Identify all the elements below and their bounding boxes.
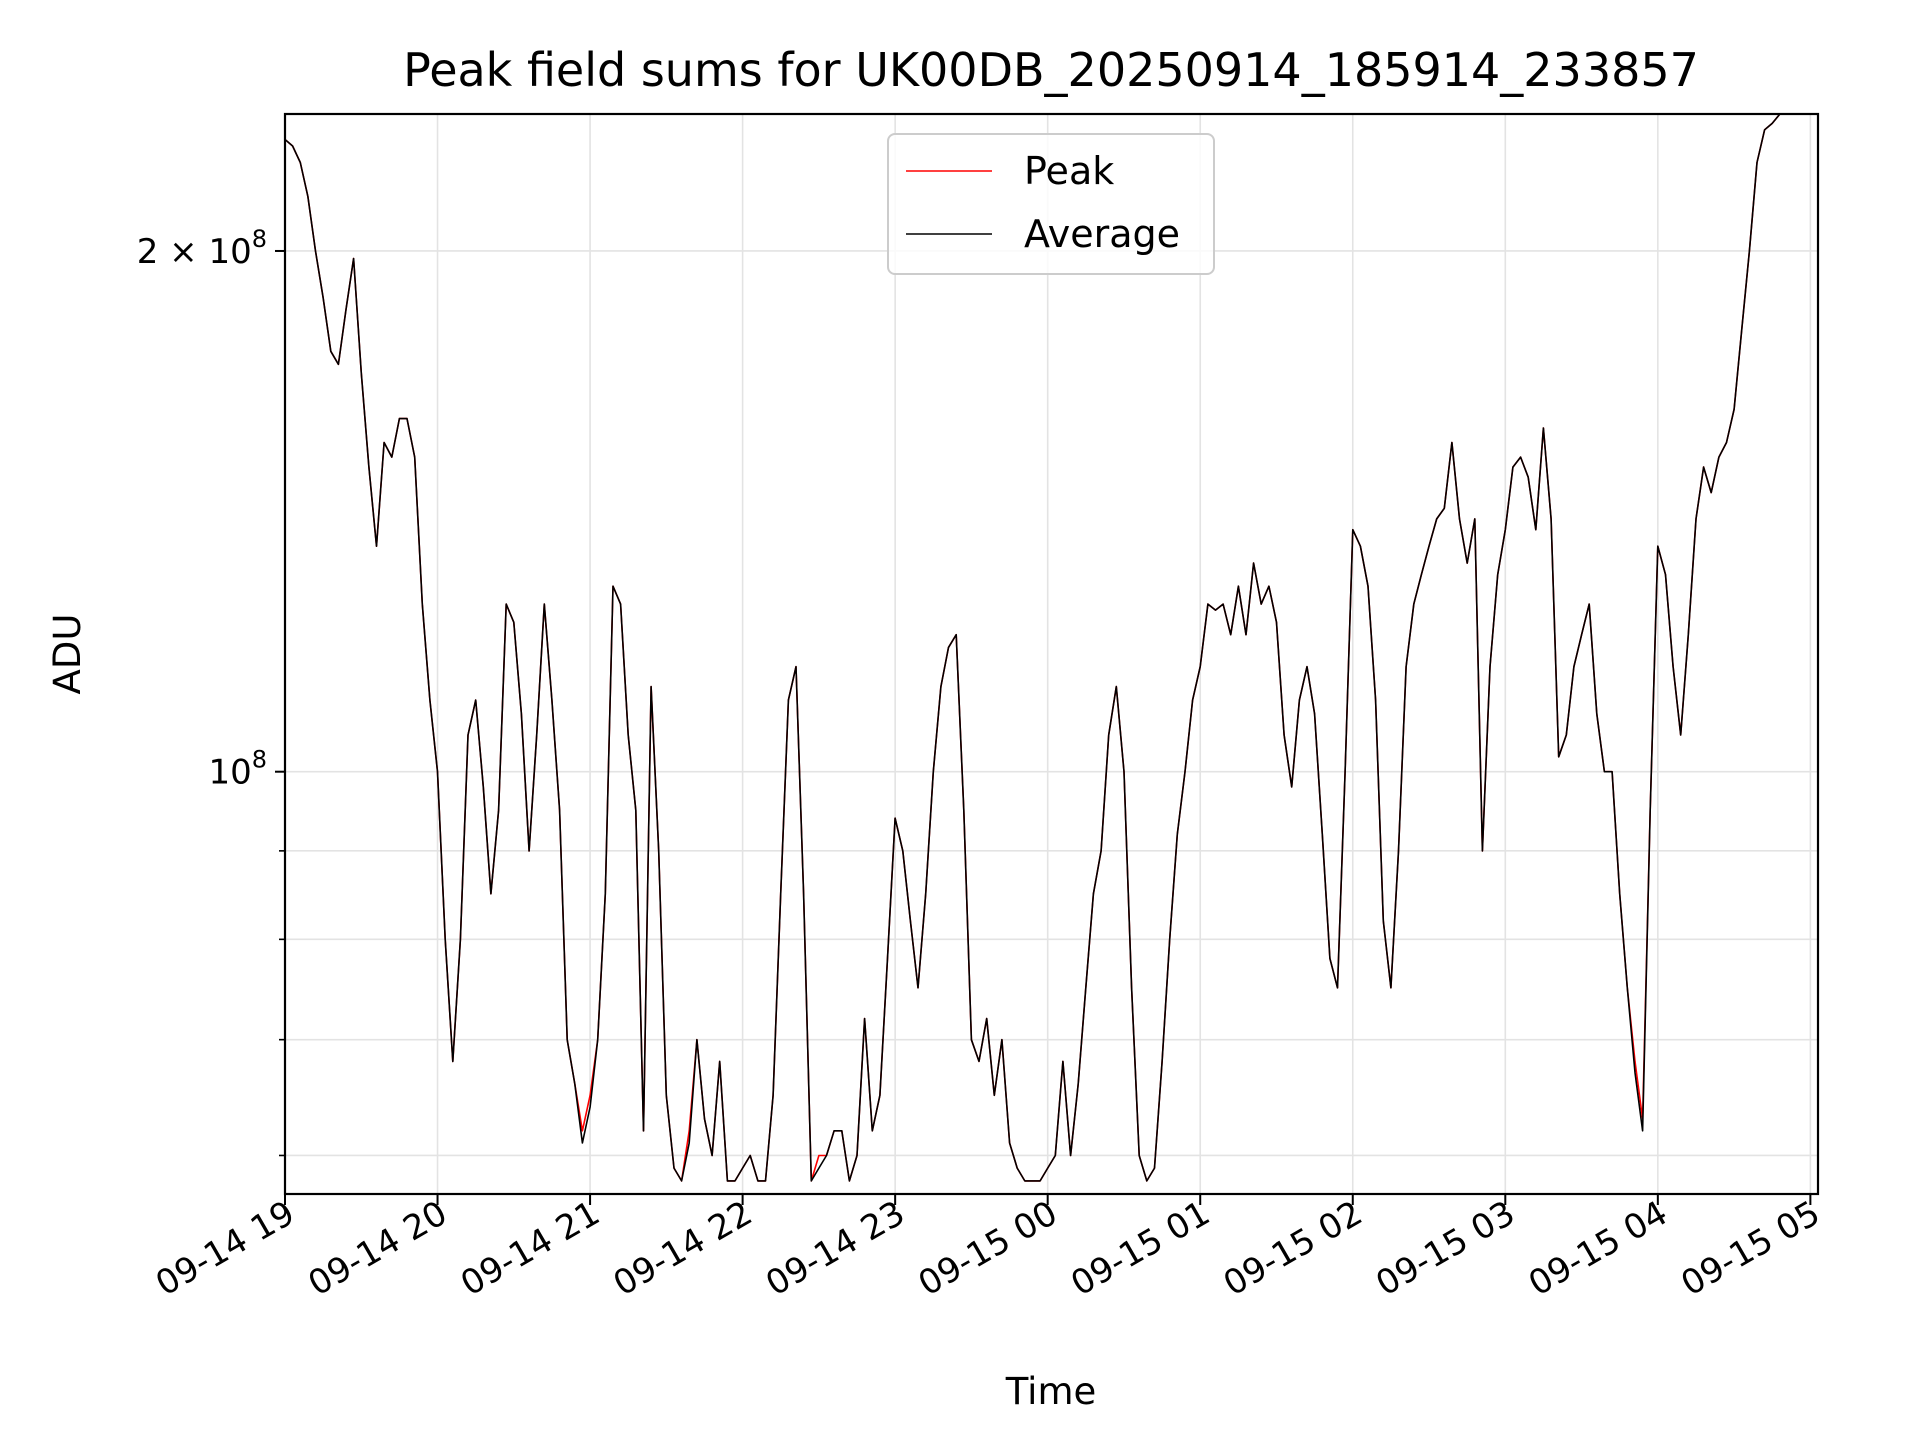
y-axis-label: ADU bbox=[46, 614, 89, 695]
grid bbox=[285, 114, 1818, 1194]
legend: Peak Average bbox=[887, 133, 1215, 275]
legend-box bbox=[887, 133, 1215, 275]
y-tick-label-base: 10 bbox=[208, 753, 251, 793]
plot-frame bbox=[283, 112, 1820, 1196]
legend-label-average: Average bbox=[1024, 212, 1180, 256]
x-axis-label: Time bbox=[1005, 1370, 1097, 1413]
y-tick-label: 108 bbox=[208, 746, 267, 793]
legend-label-peak: Peak bbox=[1024, 149, 1114, 193]
chart-title: Peak field sums for UK00DB_20250914_1859… bbox=[403, 43, 1699, 97]
y-tick-label-exponent: 8 bbox=[252, 746, 267, 774]
y-tick-label-base: 2 × 10 bbox=[137, 232, 252, 272]
series-line-average bbox=[285, 114, 1781, 1182]
y-tick-label: 2 × 108 bbox=[137, 225, 267, 272]
series-lines bbox=[285, 114, 1781, 1182]
y-tick-label-exponent: 8 bbox=[252, 225, 267, 253]
